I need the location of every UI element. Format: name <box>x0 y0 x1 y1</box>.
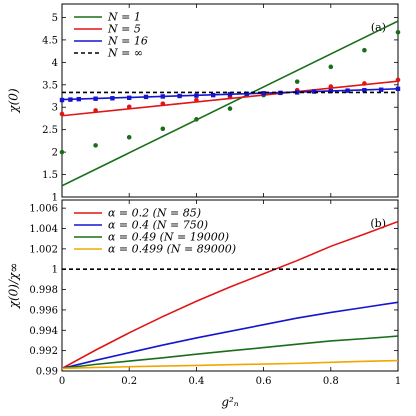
data-point <box>194 97 199 103</box>
x-tick-label: 0.2 <box>121 376 137 387</box>
data-point <box>362 87 367 93</box>
data-point <box>93 108 98 113</box>
series-line <box>62 301 398 370</box>
legend-label: α = 0.4 (N = 750) <box>108 219 208 232</box>
data-point <box>194 93 199 98</box>
data-point <box>177 93 182 99</box>
data-point <box>294 79 300 84</box>
y-tick-label: 0.99 <box>36 367 58 378</box>
series-line <box>62 359 398 370</box>
panel-label: (a) <box>371 21 386 34</box>
y-tick-label: 0.992 <box>29 346 58 357</box>
y-tick-label: 2 <box>52 148 58 159</box>
legend-label: α = 0.2 (N = 85) <box>108 207 201 220</box>
data-point <box>244 91 249 96</box>
data-point <box>160 94 165 99</box>
y-tick-label: 3 <box>52 103 58 114</box>
y-tick-label: 1.5 <box>42 170 58 181</box>
data-point <box>143 94 149 100</box>
series-line <box>62 220 398 370</box>
y-tick-label: 4 <box>52 58 58 69</box>
data-point <box>59 111 65 117</box>
data-point <box>59 97 65 103</box>
data-point <box>395 77 401 83</box>
y-tick-label: 0.998 <box>29 285 58 296</box>
data-point <box>126 104 132 110</box>
y-tick-label: 0.996 <box>29 305 58 316</box>
data-point <box>93 143 98 148</box>
x-tick-label: 0.6 <box>256 376 272 387</box>
x-tick-label: 0.8 <box>323 376 339 387</box>
y-tick-label: 1 <box>52 193 58 204</box>
legend-label: N = 16 <box>107 35 148 48</box>
data-point <box>76 96 81 102</box>
y-axis-label: χ(0)/χ∞ <box>7 263 21 310</box>
data-point <box>194 117 199 122</box>
y-axis-label: χ(0) <box>7 88 21 114</box>
series-line <box>62 335 398 370</box>
data-point <box>395 86 401 92</box>
panel-frame <box>61 199 399 372</box>
data-point <box>261 91 266 96</box>
data-point <box>395 29 401 35</box>
data-point <box>110 96 115 101</box>
data-point <box>227 106 233 111</box>
data-point <box>93 96 98 101</box>
data-point <box>362 47 367 53</box>
data-point <box>68 97 73 102</box>
data-point <box>328 88 333 94</box>
x-axis-label: g²ₙ <box>221 395 238 409</box>
y-tick-label: 4.5 <box>42 35 58 46</box>
y-tick-label: 1.006 <box>29 204 58 215</box>
data-point <box>211 92 216 98</box>
legend-label: N = 5 <box>107 23 141 36</box>
data-point <box>227 92 233 97</box>
y-tick-label: 1 <box>52 265 58 276</box>
x-tick-label: 0.4 <box>188 376 204 387</box>
data-point <box>362 81 367 86</box>
y-tick-label: 0.994 <box>29 326 58 337</box>
legend-label: α = 0.49 (N = 19000) <box>108 231 229 244</box>
panel-label: (b) <box>370 217 386 230</box>
legend-label: N = ∞ <box>107 47 143 60</box>
data-point <box>160 101 166 106</box>
series-line <box>62 20 398 187</box>
data-point <box>328 84 334 89</box>
data-point <box>59 149 65 155</box>
y-tick-label: 5 <box>52 13 58 24</box>
x-tick-label: 0 <box>59 376 65 387</box>
data-point <box>127 95 132 101</box>
data-point <box>126 135 132 140</box>
data-point <box>379 87 384 92</box>
data-point <box>345 88 350 93</box>
y-tick-label: 1.004 <box>29 224 58 235</box>
data-point <box>160 126 166 132</box>
x-tick-label: 1 <box>395 376 401 387</box>
data-point <box>328 64 334 70</box>
y-tick-label: 2.5 <box>42 125 58 136</box>
legend-label: α = 0.499 (N = 89000) <box>108 243 236 256</box>
legend-label: N = 1 <box>107 11 141 24</box>
y-tick-label: 1.002 <box>29 244 58 255</box>
y-tick-label: 3.5 <box>42 80 58 91</box>
data-point <box>311 89 317 94</box>
data-point <box>295 90 300 95</box>
